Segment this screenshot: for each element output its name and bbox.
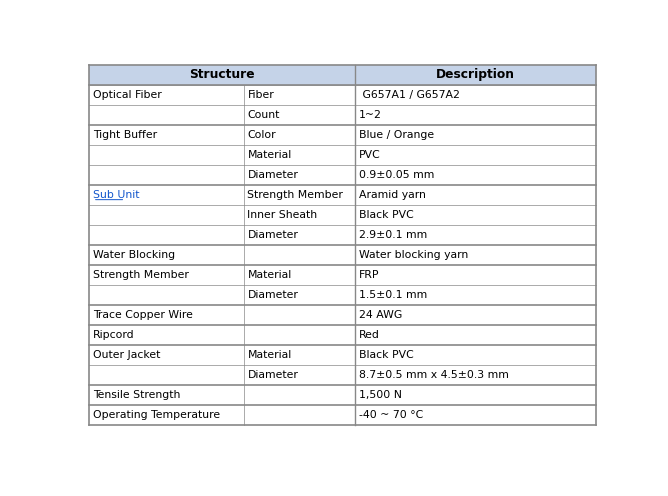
Text: Fiber: Fiber [247, 90, 274, 100]
Text: Description: Description [436, 68, 515, 81]
Text: -40 ~ 70 °C: -40 ~ 70 °C [359, 410, 423, 420]
Bar [244, 345, 355, 365]
Bar [355, 405, 596, 425]
Bar [355, 65, 596, 85]
Bar [355, 265, 596, 285]
Text: Inner Sheath: Inner Sheath [247, 210, 317, 220]
Text: Material: Material [247, 270, 292, 280]
Bar [355, 145, 596, 165]
Text: Outer Jacket: Outer Jacket [93, 350, 160, 360]
Text: Material: Material [247, 350, 292, 360]
Bar [355, 345, 596, 365]
Bar [244, 305, 355, 325]
Bar [355, 245, 596, 265]
Bar [89, 225, 244, 245]
Text: 1,500 N: 1,500 N [359, 390, 402, 400]
Bar [244, 385, 355, 405]
Text: Diameter: Diameter [247, 230, 299, 240]
Text: Diameter: Diameter [247, 170, 299, 180]
Bar [89, 405, 244, 425]
Text: Aramid yarn: Aramid yarn [359, 190, 426, 200]
Bar [244, 365, 355, 385]
Bar [355, 305, 596, 325]
Bar [355, 105, 596, 125]
Bar [355, 225, 596, 245]
Text: Black PVC: Black PVC [359, 350, 413, 360]
Bar [89, 385, 244, 405]
Bar [244, 245, 355, 265]
Bar [89, 205, 244, 225]
Text: Color: Color [247, 130, 276, 140]
Bar [89, 185, 244, 205]
Text: 1.5±0.1 mm: 1.5±0.1 mm [359, 290, 427, 300]
Bar [89, 305, 244, 325]
Bar [89, 365, 244, 385]
Bar [355, 85, 596, 105]
Bar [89, 245, 244, 265]
Bar [355, 185, 596, 205]
Text: Trace Copper Wire: Trace Copper Wire [93, 310, 192, 320]
Text: Optical Fiber: Optical Fiber [93, 90, 162, 100]
Text: Ripcord: Ripcord [93, 330, 134, 340]
Bar [89, 105, 244, 125]
Bar [244, 405, 355, 425]
Bar [244, 85, 355, 105]
Text: Count: Count [247, 110, 280, 120]
Bar [244, 285, 355, 305]
Text: Blue / Orange: Blue / Orange [359, 130, 434, 140]
Bar [244, 105, 355, 125]
Bar [89, 125, 244, 145]
Text: Tight Buffer: Tight Buffer [93, 130, 157, 140]
Bar [244, 145, 355, 165]
Bar [244, 165, 355, 185]
Bar [89, 145, 244, 165]
Bar [355, 285, 596, 305]
Bar [89, 85, 244, 105]
Bar [89, 265, 244, 285]
Text: Diameter: Diameter [247, 370, 299, 380]
Bar [244, 205, 355, 225]
Text: Tensile Strength: Tensile Strength [93, 390, 180, 400]
Bar [244, 225, 355, 245]
Text: Material: Material [247, 150, 292, 160]
Text: G657A1 / G657A2: G657A1 / G657A2 [359, 90, 460, 100]
Text: 1~2: 1~2 [359, 110, 382, 120]
Bar [355, 205, 596, 225]
Bar [355, 125, 596, 145]
Text: Black PVC: Black PVC [359, 210, 413, 220]
Bar [89, 285, 244, 305]
Text: 8.7±0.5 mm x 4.5±0.3 mm: 8.7±0.5 mm x 4.5±0.3 mm [359, 370, 509, 380]
Text: FRP: FRP [359, 270, 379, 280]
Text: 24 AWG: 24 AWG [359, 310, 402, 320]
Bar [355, 385, 596, 405]
Text: Water Blocking: Water Blocking [93, 250, 175, 260]
Bar [89, 165, 244, 185]
Text: 0.9±0.05 mm: 0.9±0.05 mm [359, 170, 434, 180]
Bar [89, 345, 244, 365]
Bar [89, 65, 355, 85]
Text: Operating Temperature: Operating Temperature [93, 410, 220, 420]
Bar [355, 365, 596, 385]
Bar [355, 165, 596, 185]
Bar [244, 325, 355, 345]
Bar [89, 325, 244, 345]
Text: Water blocking yarn: Water blocking yarn [359, 250, 468, 260]
Text: PVC: PVC [359, 150, 381, 160]
Bar [244, 185, 355, 205]
Text: Strength Member: Strength Member [93, 270, 188, 280]
Bar [244, 265, 355, 285]
Bar [355, 325, 596, 345]
Text: Red: Red [359, 330, 380, 340]
Text: Diameter: Diameter [247, 290, 299, 300]
Text: Structure: Structure [189, 68, 255, 81]
Text: Sub Unit: Sub Unit [93, 190, 140, 200]
Text: 2.9±0.1 mm: 2.9±0.1 mm [359, 230, 427, 240]
Bar [244, 125, 355, 145]
Text: Strength Member: Strength Member [247, 190, 343, 200]
